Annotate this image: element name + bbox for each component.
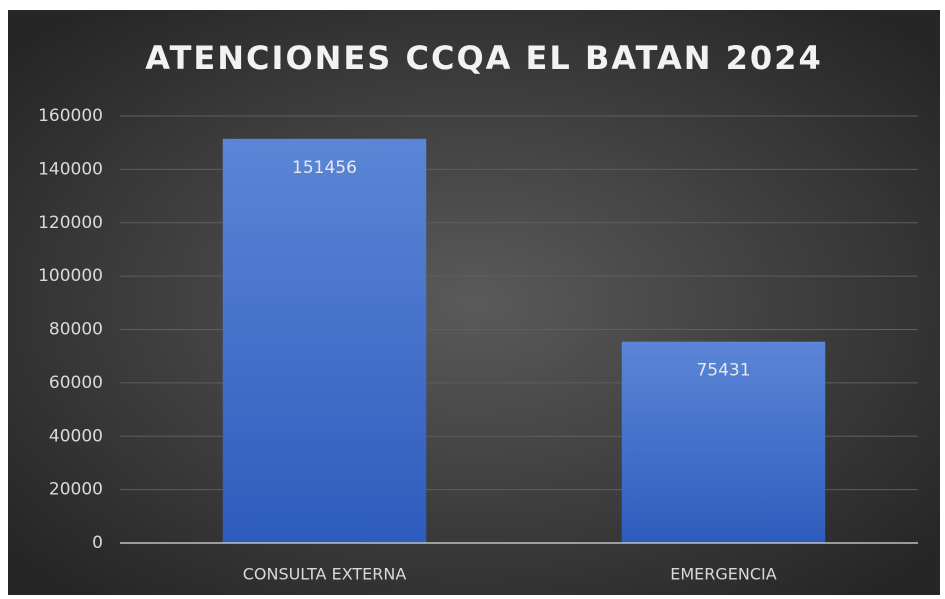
data-label: 151456	[292, 158, 357, 178]
x-tick-label: CONSULTA EXTERNA	[243, 565, 407, 584]
data-label: 75431	[696, 361, 750, 381]
y-tick-label: 120000	[38, 213, 103, 233]
y-tick-label: 160000	[38, 106, 103, 126]
chart-title: ATENCIONES CCQA EL BATAN 2024	[145, 39, 822, 77]
bar	[222, 138, 427, 543]
x-tick-label: EMERGENCIA	[670, 565, 777, 584]
y-tick-label: 0	[92, 533, 103, 553]
y-tick-label: 140000	[38, 159, 103, 179]
bar	[621, 341, 826, 543]
y-tick-label: 80000	[49, 320, 103, 340]
y-tick-label: 40000	[49, 426, 103, 446]
y-tick-label: 60000	[49, 373, 103, 393]
y-tick-label: 20000	[49, 480, 103, 500]
y-tick-label: 100000	[38, 266, 103, 286]
